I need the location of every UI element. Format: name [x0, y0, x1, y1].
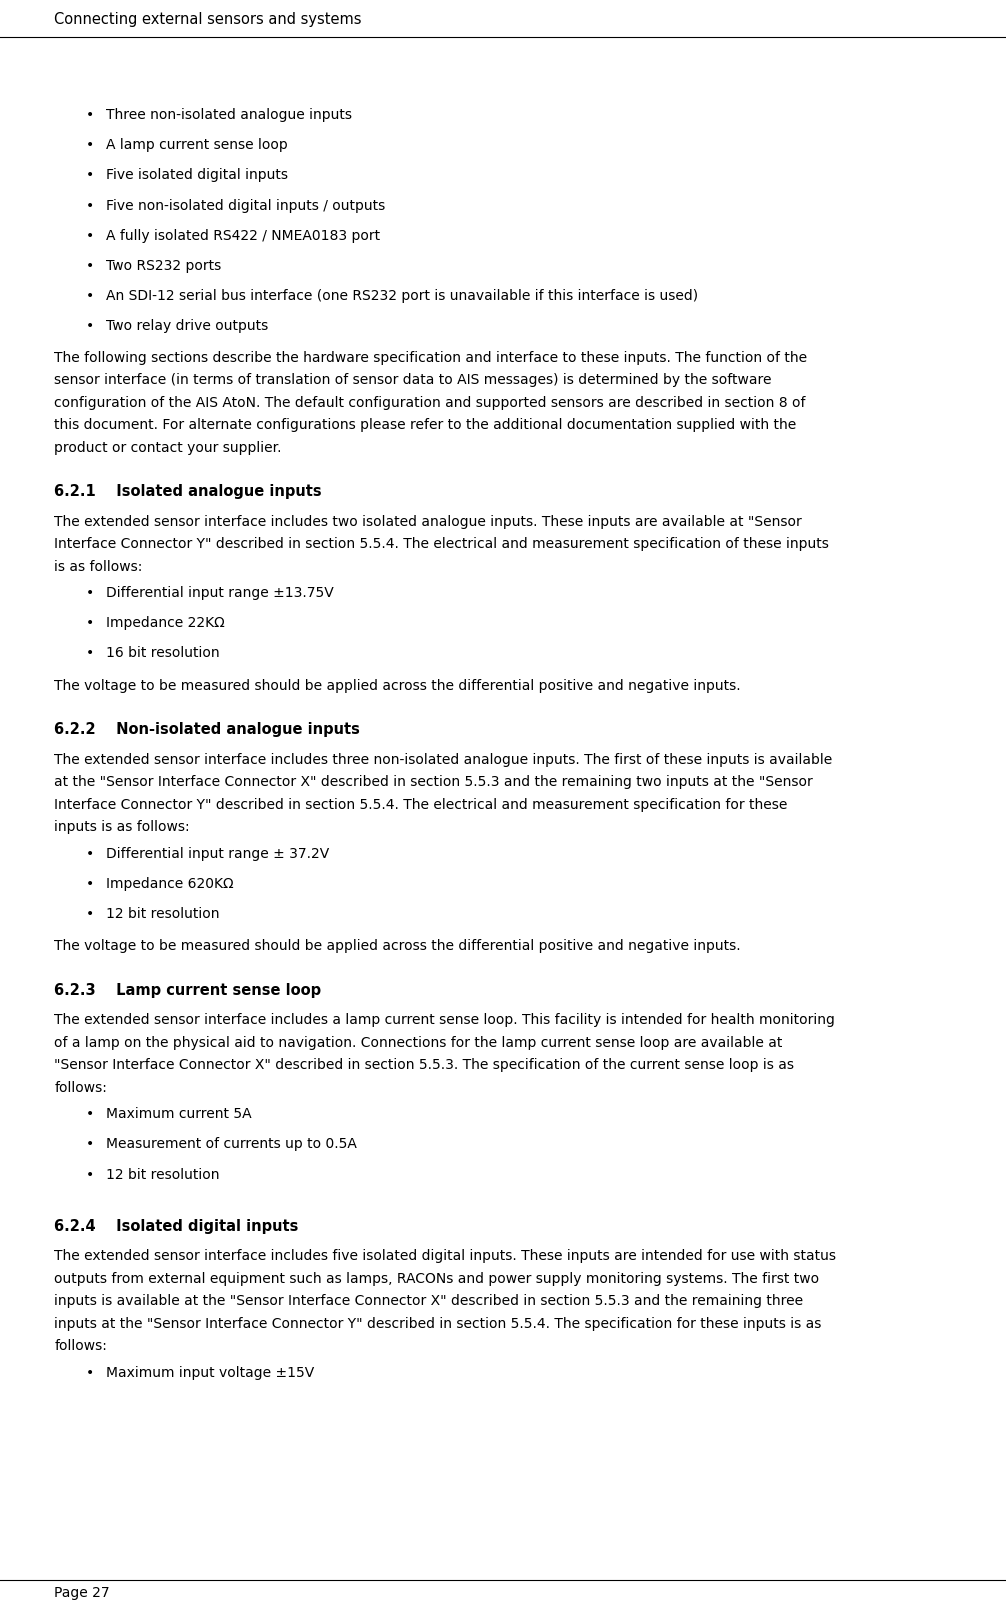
- Text: Interface Connector Y" described in section 5.5.4. The electrical and measuremen: Interface Connector Y" described in sect…: [54, 537, 829, 551]
- Text: Two relay drive outputs: Two relay drive outputs: [106, 318, 268, 333]
- Text: An SDI-12 serial bus interface (one RS232 port is unavailable if this interface : An SDI-12 serial bus interface (one RS23…: [106, 289, 698, 302]
- Text: Differential input range ± 37.2V: Differential input range ± 37.2V: [106, 847, 329, 861]
- Text: Maximum current 5A: Maximum current 5A: [106, 1107, 252, 1122]
- Text: •: •: [86, 646, 94, 661]
- Text: Maximum input voltage ±15V: Maximum input voltage ±15V: [106, 1366, 314, 1380]
- Text: 6.2.1    Isolated analogue inputs: 6.2.1 Isolated analogue inputs: [54, 483, 322, 499]
- Text: The following sections describe the hardware specification and interface to thes: The following sections describe the hard…: [54, 351, 808, 365]
- Text: 12 bit resolution: 12 bit resolution: [106, 907, 219, 921]
- Text: •: •: [86, 847, 94, 861]
- Text: 6.2.2    Non-isolated analogue inputs: 6.2.2 Non-isolated analogue inputs: [54, 722, 360, 737]
- Text: Three non-isolated analogue inputs: Three non-isolated analogue inputs: [106, 108, 352, 123]
- Text: The extended sensor interface includes a lamp current sense loop. This facility : The extended sensor interface includes a…: [54, 1013, 835, 1028]
- Text: •: •: [86, 229, 94, 242]
- Text: •: •: [86, 108, 94, 123]
- Text: product or contact your supplier.: product or contact your supplier.: [54, 441, 282, 454]
- Text: inputs is as follows:: inputs is as follows:: [54, 819, 190, 834]
- Text: •: •: [86, 1168, 94, 1181]
- Text: •: •: [86, 318, 94, 333]
- Text: 12 bit resolution: 12 bit resolution: [106, 1168, 219, 1181]
- Text: •: •: [86, 168, 94, 183]
- Text: The extended sensor interface includes two isolated analogue inputs. These input: The extended sensor interface includes t…: [54, 514, 802, 528]
- Text: inputs is available at the "Sensor Interface Connector X" described in section 5: inputs is available at the "Sensor Inter…: [54, 1294, 804, 1307]
- Text: •: •: [86, 289, 94, 302]
- Text: Five non-isolated digital inputs / outputs: Five non-isolated digital inputs / outpu…: [106, 199, 385, 213]
- Text: •: •: [86, 1366, 94, 1380]
- Text: •: •: [86, 877, 94, 890]
- Text: •: •: [86, 259, 94, 273]
- Text: •: •: [86, 587, 94, 600]
- Text: Five isolated digital inputs: Five isolated digital inputs: [106, 168, 288, 183]
- Text: configuration of the AIS AtoN. The default configuration and supported sensors a: configuration of the AIS AtoN. The defau…: [54, 396, 806, 409]
- Text: •: •: [86, 1107, 94, 1122]
- Text: Connecting external sensors and systems: Connecting external sensors and systems: [54, 13, 362, 27]
- Text: 16 bit resolution: 16 bit resolution: [106, 646, 219, 661]
- Text: Measurement of currents up to 0.5A: Measurement of currents up to 0.5A: [106, 1138, 356, 1152]
- Text: outputs from external equipment such as lamps, RACONs and power supply monitorin: outputs from external equipment such as …: [54, 1272, 820, 1286]
- Text: 6.2.4    Isolated digital inputs: 6.2.4 Isolated digital inputs: [54, 1218, 299, 1233]
- Text: Page 27: Page 27: [54, 1585, 110, 1600]
- Text: inputs at the "Sensor Interface Connector Y" described in section 5.5.4. The spe: inputs at the "Sensor Interface Connecto…: [54, 1317, 822, 1330]
- Text: Interface Connector Y" described in section 5.5.4. The electrical and measuremen: Interface Connector Y" described in sect…: [54, 798, 788, 811]
- Text: follows:: follows:: [54, 1081, 108, 1094]
- Text: Impedance 620KΩ: Impedance 620KΩ: [106, 877, 233, 890]
- Text: •: •: [86, 907, 94, 921]
- Text: A fully isolated RS422 / NMEA0183 port: A fully isolated RS422 / NMEA0183 port: [106, 229, 379, 242]
- Text: •: •: [86, 1138, 94, 1152]
- Text: •: •: [86, 139, 94, 152]
- Text: Impedance 22KΩ: Impedance 22KΩ: [106, 616, 224, 630]
- Text: this document. For alternate configurations please refer to the additional docum: this document. For alternate configurati…: [54, 419, 797, 431]
- Text: of a lamp on the physical aid to navigation. Connections for the lamp current se: of a lamp on the physical aid to navigat…: [54, 1036, 783, 1050]
- Text: is as follows:: is as follows:: [54, 559, 143, 574]
- Text: "Sensor Interface Connector X" described in section 5.5.3. The specification of : "Sensor Interface Connector X" described…: [54, 1058, 795, 1071]
- Text: at the "Sensor Interface Connector X" described in section 5.5.3 and the remaini: at the "Sensor Interface Connector X" de…: [54, 776, 813, 789]
- Text: The voltage to be measured should be applied across the differential positive an: The voltage to be measured should be app…: [54, 679, 741, 693]
- Text: •: •: [86, 616, 94, 630]
- Text: sensor interface (in terms of translation of sensor data to AIS messages) is det: sensor interface (in terms of translatio…: [54, 373, 772, 388]
- Text: •: •: [86, 199, 94, 213]
- Text: The extended sensor interface includes five isolated digital inputs. These input: The extended sensor interface includes f…: [54, 1249, 836, 1264]
- Text: Differential input range ±13.75V: Differential input range ±13.75V: [106, 587, 333, 600]
- Text: The voltage to be measured should be applied across the differential positive an: The voltage to be measured should be app…: [54, 939, 741, 953]
- Text: A lamp current sense loop: A lamp current sense loop: [106, 139, 288, 152]
- Text: Two RS232 ports: Two RS232 ports: [106, 259, 221, 273]
- Text: The extended sensor interface includes three non-isolated analogue inputs. The f: The extended sensor interface includes t…: [54, 753, 833, 766]
- Text: 6.2.3    Lamp current sense loop: 6.2.3 Lamp current sense loop: [54, 983, 322, 997]
- Text: follows:: follows:: [54, 1340, 108, 1353]
